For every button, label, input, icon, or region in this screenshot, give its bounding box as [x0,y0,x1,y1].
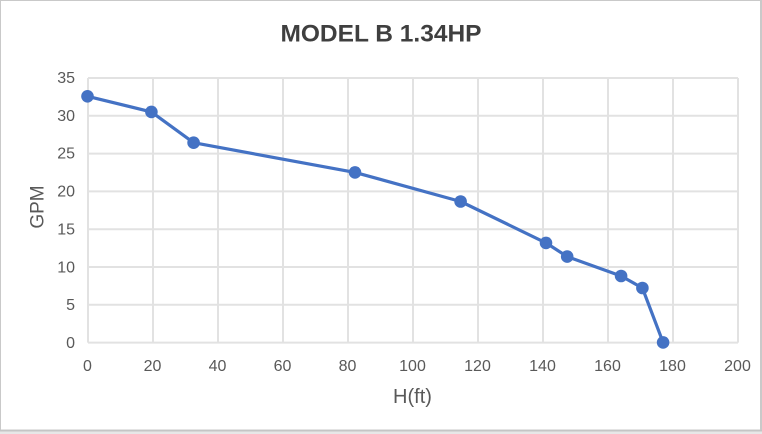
svg-text:H(ft): H(ft) [393,386,432,408]
svg-text:GPM: GPM [28,185,49,228]
svg-text:5: 5 [66,297,75,314]
svg-text:20: 20 [57,184,75,201]
svg-text:25: 25 [57,146,75,163]
svg-text:100: 100 [399,358,426,375]
svg-text:MODEL B 1.34HP: MODEL B 1.34HP [280,21,481,48]
svg-text:180: 180 [659,358,686,375]
svg-text:0: 0 [66,335,75,352]
svg-text:120: 120 [464,358,491,375]
svg-text:10: 10 [57,259,75,276]
svg-text:0: 0 [83,358,92,375]
svg-text:35: 35 [57,70,75,87]
svg-text:80: 80 [339,358,357,375]
svg-text:40: 40 [209,358,227,375]
svg-text:140: 140 [529,358,556,375]
svg-text:60: 60 [274,358,292,375]
svg-text:30: 30 [57,108,75,125]
svg-text:20: 20 [144,358,162,375]
svg-text:200: 200 [724,358,751,375]
svg-text:160: 160 [594,358,621,375]
svg-text:15: 15 [57,221,75,238]
